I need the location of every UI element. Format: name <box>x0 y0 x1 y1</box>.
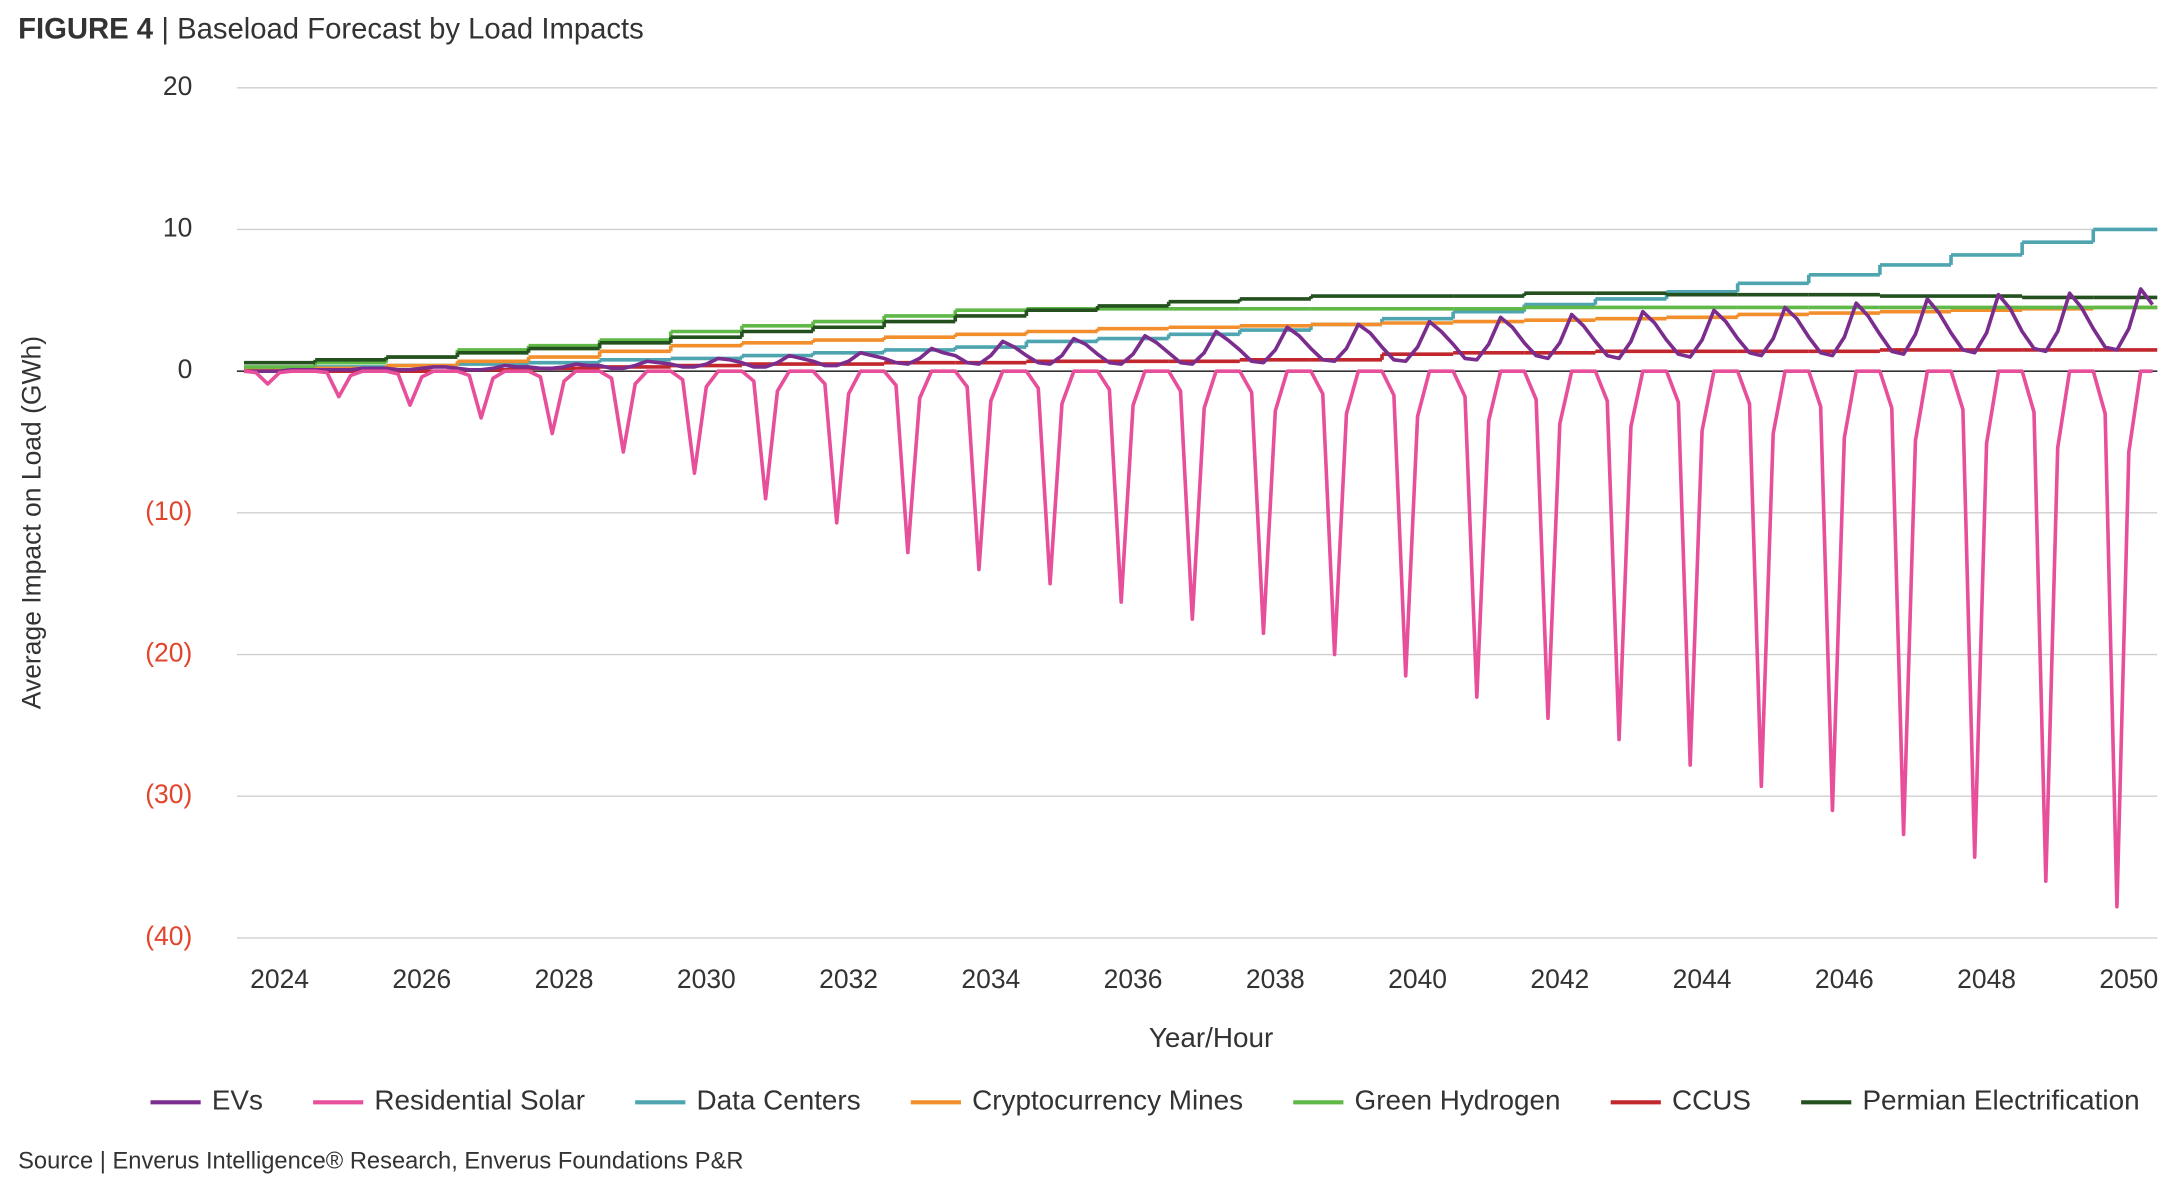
y-tick-label: (10) <box>145 496 192 526</box>
legend-label: Cryptocurrency Mines <box>972 1085 1243 1116</box>
x-tick-label: 2042 <box>1530 964 1589 994</box>
x-tick-label: 2026 <box>392 964 451 994</box>
x-tick-label: 2048 <box>1957 964 2016 994</box>
x-tick-label: 2040 <box>1388 964 1447 994</box>
legend-label: Data Centers <box>697 1085 861 1116</box>
source-note: Source | Enverus Intelligence® Research,… <box>18 1149 743 1175</box>
x-tick-label: 2046 <box>1815 964 1874 994</box>
x-tick-label: 2030 <box>677 964 736 994</box>
legend-label: EVs <box>212 1085 263 1116</box>
x-tick-label: 2044 <box>1673 964 1732 994</box>
y-tick-label: (30) <box>145 779 192 809</box>
y-tick-label: 0 <box>178 354 193 384</box>
chart-title: | Baseload Forecast by Load Impacts <box>161 13 643 45</box>
y-tick-label: 10 <box>163 212 192 242</box>
legend-label: Permian Electrification <box>1862 1085 2139 1116</box>
y-axis-title: Average Impact on Load (GWh) <box>16 336 46 709</box>
series-line <box>244 287 2154 373</box>
series-line <box>243 369 2153 909</box>
figure-label: FIGURE 4 <box>18 13 154 45</box>
x-tick-label: 2050 <box>2099 964 2158 994</box>
x-tick-label: 2024 <box>250 964 309 994</box>
plot-area <box>243 227 2158 909</box>
legend-label: Residential Solar <box>374 1085 585 1116</box>
x-tick-label: 2028 <box>535 964 594 994</box>
legend-label: Green Hydrogen <box>1355 1085 1561 1116</box>
grid: (40) (30) (20) (10) 0 10 20 2024 2026 2028 2030 203… <box>145 71 2158 994</box>
x-tick-label: 2036 <box>1104 964 1163 994</box>
legend: EVs Residential Solar Data Centers Cryptocu… <box>150 1085 2140 1116</box>
x-tick-label: 2034 <box>961 964 1020 994</box>
y-tick-label: (40) <box>145 921 192 951</box>
legend-label: CCUS <box>1672 1085 1751 1116</box>
y-tick-label: (20) <box>145 638 192 668</box>
x-tick-label: 2038 <box>1246 964 1305 994</box>
y-tick-label: 20 <box>163 71 192 101</box>
x-axis-title: Year/Hour <box>1149 1022 1273 1053</box>
x-tick-label: 2032 <box>819 964 878 994</box>
